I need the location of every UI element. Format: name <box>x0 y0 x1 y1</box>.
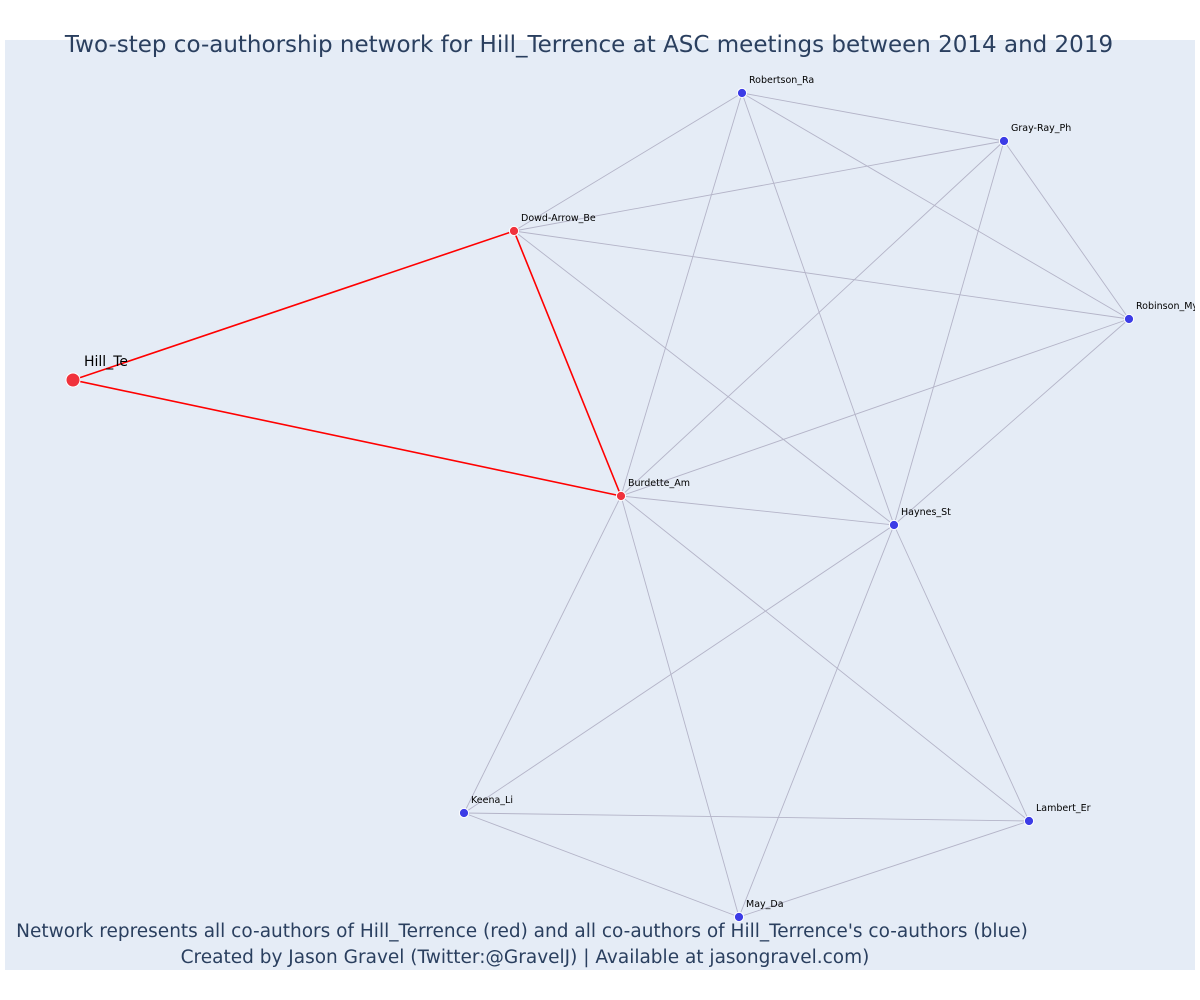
node-label-Robinson_My: Robinson_My <box>1136 301 1198 312</box>
node-Dowd-Arrow_Be[interactable] <box>508 225 520 237</box>
edge-Gray-Ray_Ph-Haynes_St <box>893 140 1005 526</box>
edge-Burdette_Am-Haynes_St <box>620 495 895 526</box>
node-label-May_Da: May_Da <box>746 899 784 910</box>
node-label-Lambert_Er: Lambert_Er <box>1036 803 1091 814</box>
node-label-Gray-Ray_Ph: Gray-Ray_Ph <box>1011 123 1071 134</box>
edges-layer <box>72 92 1130 918</box>
edge-Robertson_Ra-Gray-Ray_Ph <box>741 92 1005 142</box>
edge-Keena_Li-Lambert_Er <box>463 812 1030 822</box>
node-Robertson_Ra[interactable] <box>736 87 748 99</box>
edge-Robertson_Ra-Robinson_My <box>741 92 1130 320</box>
node-Keena_Li[interactable] <box>458 807 470 819</box>
node-label-Burdette_Am: Burdette_Am <box>628 478 690 489</box>
edge-Gray-Ray_Ph-Burdette_Am <box>620 140 1005 497</box>
edge-Keena_Li-May_Da <box>463 812 740 918</box>
edge-Robinson_My-Haynes_St <box>893 318 1130 526</box>
edge-Burdette_Am-Keena_Li <box>463 495 622 814</box>
node-label-Keena_Li: Keena_Li <box>471 795 513 806</box>
edge-Robinson_My-Burdette_Am <box>620 318 1130 497</box>
edge-Dowd-Arrow_Be-Robertson_Ra <box>513 92 743 232</box>
edge-Dowd-Arrow_Be-Burdette_Am <box>513 230 622 497</box>
labels-layer: Hill_Te Dowd-Arrow_Be Burdette_Am Robertson… <box>84 75 1198 910</box>
edge-Haynes_St-Lambert_Er <box>893 524 1030 822</box>
nodes-layer <box>65 87 1135 923</box>
edge-Hill_Te-Dowd-Arrow_Be <box>72 230 515 381</box>
node-Lambert_Er[interactable] <box>1023 815 1035 827</box>
node-Hill_Te[interactable] <box>65 372 81 388</box>
edge-Haynes_St-Keena_Li <box>463 524 895 814</box>
node-label-Robertson_Ra: Robertson_Ra <box>749 75 814 86</box>
edge-Dowd-Arrow_Be-Gray-Ray_Ph <box>513 140 1005 232</box>
caption-line-1: Network represents all co-authors of Hil… <box>16 921 1028 942</box>
edge-Dowd-Arrow_Be-Robinson_My <box>513 230 1130 320</box>
edge-May_Da-Lambert_Er <box>738 820 1030 918</box>
node-label-Hill_Te: Hill_Te <box>84 354 128 370</box>
edge-Robertson_Ra-Burdette_Am <box>620 92 743 497</box>
edge-Robertson_Ra-Haynes_St <box>741 92 895 526</box>
edge-Hill_Te-Burdette_Am <box>72 379 622 497</box>
node-label-Haynes_St: Haynes_St <box>901 507 951 518</box>
edge-Burdette_Am-May_Da <box>620 495 740 918</box>
node-label-Dowd-Arrow_Be: Dowd-Arrow_Be <box>521 213 596 224</box>
edge-Dowd-Arrow_Be-Haynes_St <box>513 230 895 526</box>
edge-Gray-Ray_Ph-Robinson_My <box>1003 140 1130 320</box>
node-Haynes_St[interactable] <box>888 519 900 531</box>
node-Robinson_My[interactable] <box>1123 313 1135 325</box>
caption-line-2: Created by Jason Gravel (Twitter:@Gravel… <box>181 947 870 968</box>
edge-Burdette_Am-Lambert_Er <box>620 495 1030 822</box>
node-Gray-Ray_Ph[interactable] <box>998 135 1010 147</box>
node-Burdette_Am[interactable] <box>615 490 627 502</box>
edge-Haynes_St-May_Da <box>738 524 895 918</box>
plot-area <box>5 40 1195 970</box>
chart-title: Two-step co-authorship network for Hill_… <box>64 32 1113 58</box>
node-May_Da[interactable] <box>733 911 745 923</box>
